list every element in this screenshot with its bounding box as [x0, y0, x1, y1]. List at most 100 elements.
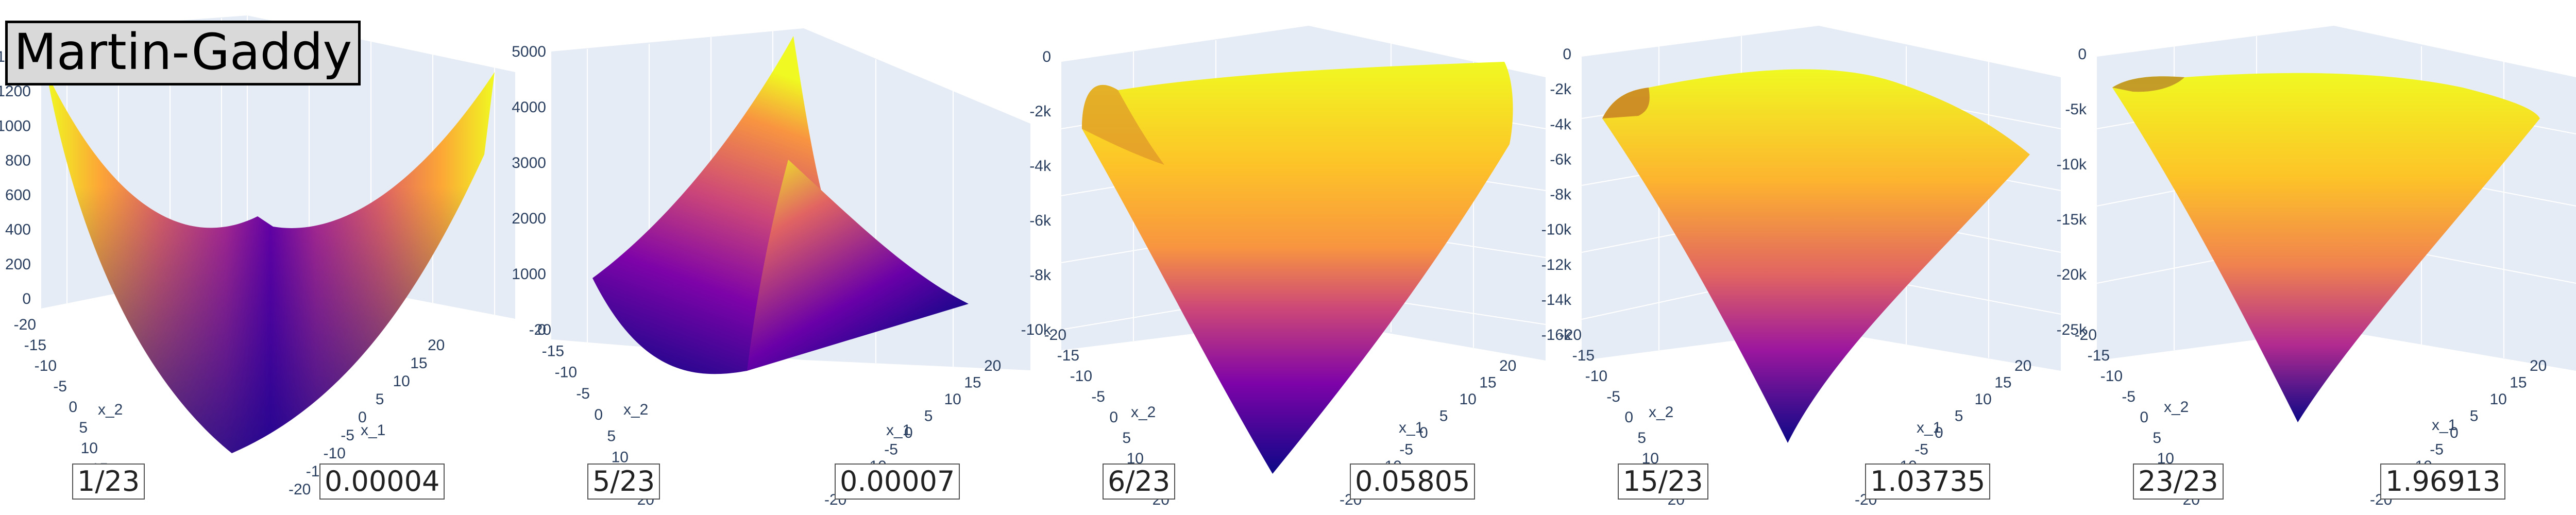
y-axis-title: x_2 [98, 401, 123, 418]
step-label: 23/23 [2133, 464, 2224, 500]
figure-title: Martin-Gaddy [5, 21, 361, 85]
z-tick-label: -10k [2057, 156, 2087, 173]
x-tick-label: 5 [2470, 408, 2479, 425]
x-tick-label: 0 [358, 409, 367, 426]
param-label: 0.00004 [319, 464, 445, 500]
z-tick-label: -10k [1021, 321, 1052, 338]
surface-mesh [1602, 69, 2030, 443]
y-tick-label: -5 [1091, 388, 1105, 405]
z-tick-label: -12k [1541, 256, 1572, 273]
y-tick-label: 10 [612, 449, 629, 466]
y-tick-label: -20 [529, 321, 551, 338]
x-axis-title: x_1 [2432, 417, 2456, 434]
surface-plot[interactable]: 0-2k-4k-6k-8k-10k -20-15-10-505101520 20… [1021, 0, 1546, 515]
surface-plot[interactable]: 0 -2k -4k -6k -8k -10k -12k -14k -16k -20 -15 -10 -… [1541, 0, 2061, 515]
x-tick-label: 5 [1955, 408, 1963, 425]
z-tick-label: 2000 [512, 210, 546, 227]
z-tick-label: -6k [1029, 212, 1052, 229]
x-tick-label: 10 [1460, 391, 1477, 408]
y-tick-label: 5 [2153, 430, 2161, 447]
y-axis-title: x_2 [1131, 404, 1156, 421]
x-tick-label: 15 [1479, 374, 1496, 391]
z-tick-label: 0 [1042, 48, 1051, 65]
surface-plot[interactable]: 0-5k-10k-15k-20k-25k -20-15-10-505101520… [2057, 0, 2576, 515]
param-label: 1.03735 [1865, 464, 1991, 500]
x-tick-label: 15 [964, 374, 981, 391]
x-axis-title: x_1 [1399, 419, 1423, 436]
z-tick-label: 3000 [512, 154, 546, 171]
y-tick-label: -15 [542, 342, 564, 359]
x-tick-label: 15 [2510, 374, 2527, 391]
x-tick-label: 0 [1935, 424, 1943, 441]
z-tick-label: -10k [1541, 221, 1572, 238]
x-tick-label: -20 [289, 481, 311, 498]
y-axis-title: x_2 [1649, 404, 1673, 421]
y-axis-title: x_2 [2164, 399, 2189, 416]
z-tick-label: -8k [1550, 186, 1572, 203]
x-tick-label: 20 [984, 357, 1001, 374]
y-tick-label: -20 [1044, 327, 1066, 344]
z-tick-label: 800 [5, 152, 31, 169]
x-tick-label: -5 [1914, 441, 1928, 458]
step-label: 6/23 [1103, 464, 1176, 500]
surface-panel-3: 0-2k-4k-6k-8k-10k -20-15-10-505101520 20… [1021, 0, 1546, 515]
y-tick-label: -10 [35, 357, 57, 374]
surface-panel-5: 0-5k-10k-15k-20k-25k -20-15-10-505101520… [2057, 0, 2576, 515]
z-tick-label: 400 [5, 221, 31, 238]
z-tick-label: -4k [1029, 158, 1052, 175]
y-tick-label: 5 [1637, 430, 1646, 447]
surface-panel-4: 0 -2k -4k -6k -8k -10k -12k -14k -16k -20 -15 -10 -… [1541, 0, 2061, 515]
z-tick-label: -20k [2057, 266, 2087, 283]
param-label: 1.96913 [2380, 464, 2506, 500]
x-tick-label: -10 [324, 445, 346, 462]
z-tick-label: -8k [1029, 267, 1052, 284]
y-tick-label: 0 [1624, 409, 1633, 426]
z-tick-label: -16k [1541, 327, 1572, 344]
x-tick-label: 20 [428, 337, 445, 354]
y-tick-label: -15 [24, 337, 46, 354]
z-axis-ticks: 0200400600800100012001400 [0, 48, 31, 307]
z-tick-label: 600 [5, 187, 31, 204]
x-tick-label: 0 [2450, 424, 2459, 441]
z-tick-label: 1200 [0, 83, 31, 100]
z-tick-label: 1000 [512, 266, 546, 283]
x-tick-label: 20 [1499, 357, 1516, 374]
z-tick-label: -6k [1550, 151, 1572, 168]
z-tick-label: 5000 [512, 43, 546, 60]
surface-plot[interactable]: 0200400600800100012001400 -20-15-10-5051… [0, 0, 516, 515]
y-tick-label: 0 [2140, 409, 2148, 426]
y-axis-title: x_2 [623, 401, 648, 418]
x-tick-label: 20 [2530, 357, 2547, 374]
x-tick-label: 10 [1975, 391, 1992, 408]
x-tick-label: -5 [884, 441, 898, 458]
z-tick-label: 0 [2078, 46, 2087, 63]
z-tick-label: 0 [537, 321, 546, 338]
z-tick-label: 4000 [512, 99, 546, 116]
x-tick-label: 20 [2014, 357, 2031, 374]
param-label: 0.00007 [835, 464, 960, 500]
y-tick-label: -5 [53, 378, 67, 395]
x-axis-title: x_1 [361, 422, 385, 439]
x-tick-label: 5 [924, 408, 933, 425]
x-tick-label: -5 [1399, 441, 1413, 458]
surface-panel-1: 0200400600800100012001400 -20-15-10-5051… [0, 0, 516, 515]
x-tick-label: -5 [341, 427, 354, 444]
y-tick-label: 0 [1109, 409, 1118, 426]
surface-mesh-fold [747, 160, 969, 371]
y-tick-label: -5 [576, 385, 590, 402]
surface-mesh [1082, 62, 1513, 474]
x-tick-label: 10 [2490, 391, 2507, 408]
y-tick-label: -20 [1560, 327, 1582, 344]
y-tick-label: 5 [1122, 430, 1131, 447]
y-tick-label: -20 [14, 316, 36, 333]
z-axis-ticks: 0 -5k -10k -15k -20k -25k [2057, 46, 2087, 338]
x-tick-label: 15 [410, 355, 427, 372]
y-tick-label: -10 [1070, 368, 1092, 385]
z-axis-ticks: 0 -2k -4k -6k -8k -10k -12k -14k -16k [1541, 46, 1572, 344]
y-tick-label: -5 [1606, 388, 1620, 405]
x-tick-label: 0 [1419, 424, 1428, 441]
step-label: 15/23 [1618, 464, 1708, 500]
z-axis-ticks: 0 1000 2000 3000 4000 5000 [512, 43, 546, 338]
